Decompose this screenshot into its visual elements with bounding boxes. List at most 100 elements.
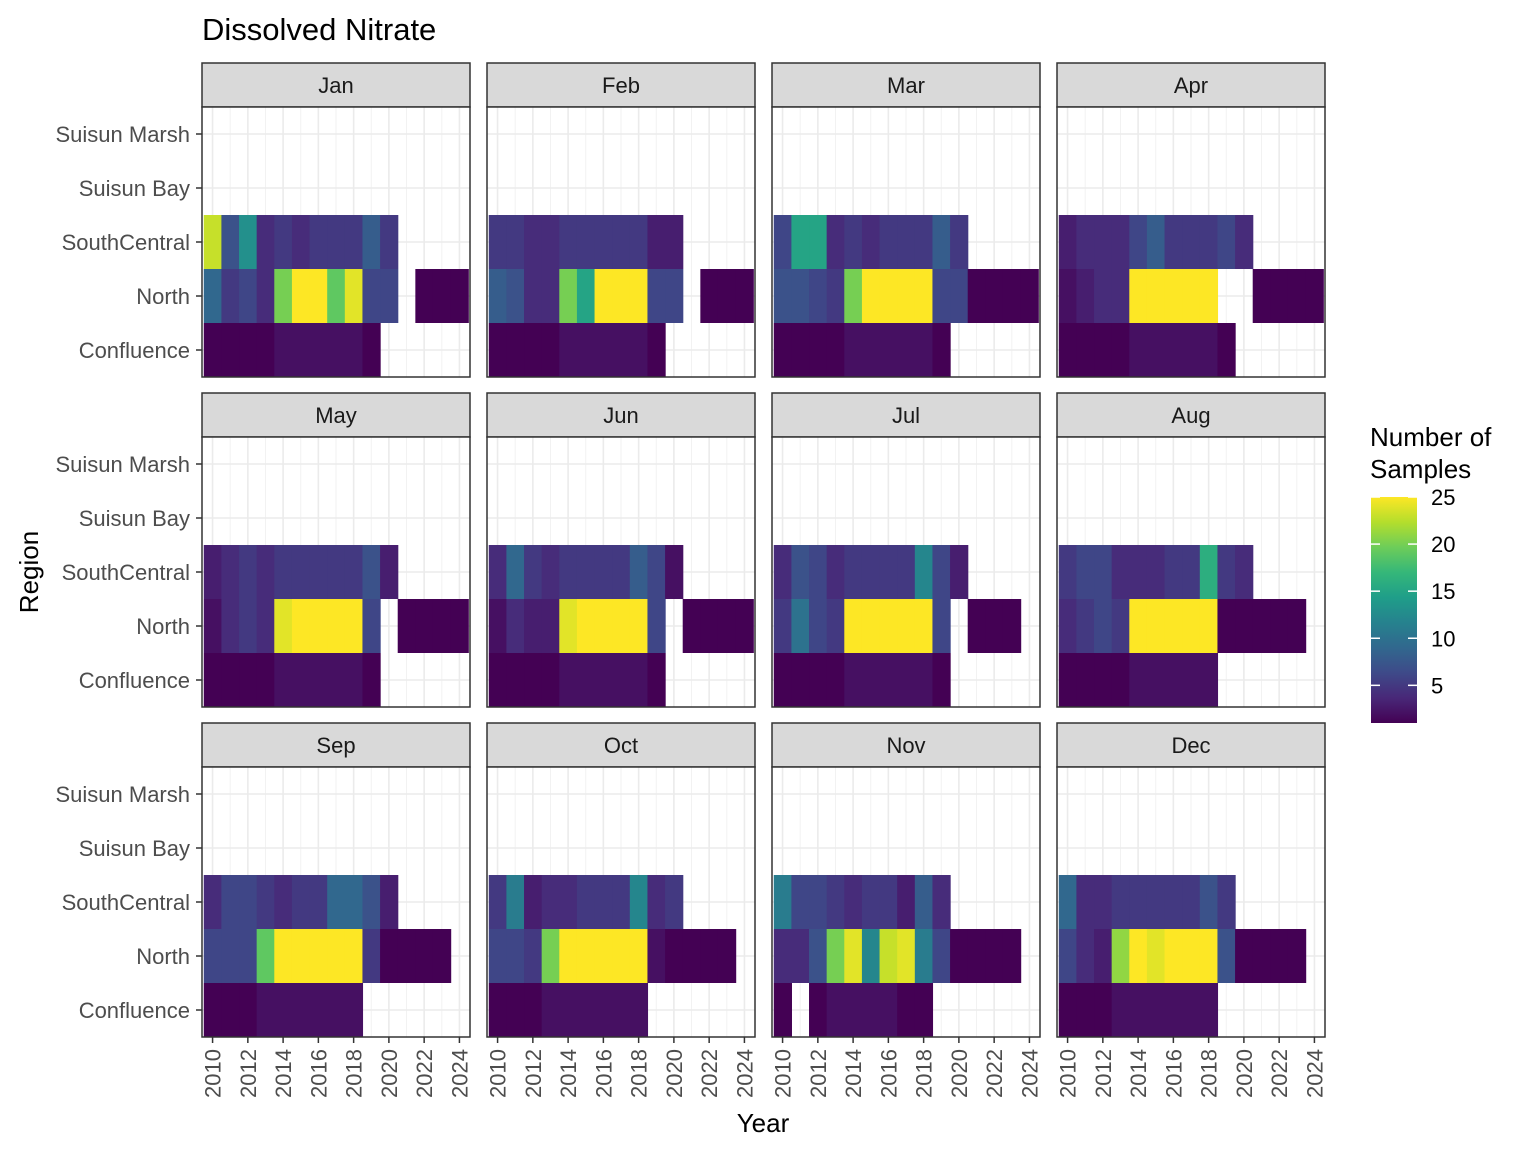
heat-cell [541, 653, 560, 707]
heat-cell [879, 653, 898, 707]
heat-cell [861, 929, 881, 983]
heat-cell [1270, 269, 1289, 323]
heat-cell [717, 599, 737, 653]
legend: Number of Samples 5 10 15 20 25 [1370, 422, 1492, 723]
facet-panel-jan: Jan Suisun Marsh Suisun Bay SouthCentral Nor… [55, 62, 471, 378]
heat-cell [826, 599, 845, 653]
heat-cell [1094, 215, 1113, 269]
heat-cell [488, 215, 507, 269]
heat-cell [524, 215, 543, 269]
facet-strip [486, 392, 756, 438]
heat-cell [861, 653, 881, 707]
heat-cell [879, 215, 898, 269]
x-tick-label: 2018 [627, 1049, 652, 1098]
facet-strip [1056, 62, 1326, 108]
heat-cell [1094, 929, 1113, 983]
heat-cell [791, 215, 810, 269]
heat-cell [985, 599, 1004, 653]
heat-cell [826, 983, 845, 1037]
heat-cell [327, 599, 346, 653]
heat-cell [450, 599, 469, 653]
heat-cell [932, 875, 951, 929]
heat-cell [1146, 323, 1166, 377]
heat-cell [1058, 269, 1077, 323]
heat-cell [932, 323, 951, 377]
facet-strip [771, 722, 1041, 768]
heat-cell [1058, 875, 1077, 929]
heat-cell [291, 599, 311, 653]
heat-cell [700, 929, 719, 983]
heat-cell [1182, 983, 1201, 1037]
legend-tick-label: 15 [1431, 579, 1455, 604]
heat-cell [1235, 545, 1254, 599]
y-tick-label: Suisun Bay [79, 506, 190, 531]
heat-cell [203, 653, 222, 707]
heat-cell [1111, 269, 1130, 323]
heat-cell [524, 929, 543, 983]
heat-cell [221, 323, 240, 377]
heat-cell [844, 545, 863, 599]
heat-cell [488, 983, 507, 1037]
heat-cell [647, 875, 666, 929]
x-tick-label: 2020 [377, 1049, 402, 1098]
heat-cell [576, 875, 596, 929]
x-tick-label: 2012 [1091, 1049, 1116, 1098]
heat-cell [826, 545, 845, 599]
heat-cell [362, 875, 381, 929]
legend-title-line-2: Samples [1370, 454, 1471, 484]
heat-cell [897, 545, 916, 599]
x-tick-label: 2022 [697, 1049, 722, 1098]
y-tick-label: North [136, 944, 190, 969]
heat-cell [1076, 653, 1095, 707]
heat-cell [256, 875, 275, 929]
facet-strip [771, 392, 1041, 438]
heat-cell [415, 599, 434, 653]
y-tick-label: SouthCentral [62, 890, 190, 915]
heat-cell [239, 983, 258, 1037]
heat-cell [541, 875, 560, 929]
heat-cell [594, 653, 613, 707]
heat-cell [826, 929, 845, 983]
heat-cell [1235, 215, 1254, 269]
heat-cell [809, 323, 828, 377]
heat-cell [861, 215, 881, 269]
heat-cell [861, 323, 881, 377]
heat-cell [344, 653, 364, 707]
facet-label: Apr [1174, 73, 1208, 98]
heat-cell [809, 929, 828, 983]
heat-cell [1146, 269, 1166, 323]
heat-cell [256, 929, 275, 983]
heat-cell [274, 269, 293, 323]
heat-cell [1182, 599, 1201, 653]
heat-cell [1094, 269, 1113, 323]
facet-panel-mar: Mar [771, 62, 1041, 378]
heat-cell [203, 323, 222, 377]
heat-cell [879, 875, 898, 929]
panel-border [1056, 766, 1326, 1038]
heat-cell [629, 875, 649, 929]
heat-cell [239, 929, 258, 983]
heat-cell [344, 269, 364, 323]
heat-cell [576, 929, 596, 983]
y-tick-label: Confluence [79, 338, 190, 363]
heat-cell [291, 653, 311, 707]
heat-cell [773, 545, 792, 599]
heat-cell [826, 323, 845, 377]
heat-cell [844, 599, 863, 653]
heat-cell [559, 269, 578, 323]
heat-cell [203, 983, 222, 1037]
heat-cell [506, 599, 525, 653]
facet-label: Dec [1171, 733, 1210, 758]
heat-cell [506, 929, 525, 983]
heat-cell [1146, 653, 1166, 707]
heat-cell [221, 653, 240, 707]
heat-cell [309, 545, 328, 599]
heat-cell [344, 983, 364, 1037]
facet-label: Oct [604, 733, 638, 758]
heat-cell [291, 269, 311, 323]
heat-cell [773, 983, 792, 1037]
heat-cell [506, 653, 525, 707]
heat-cell [239, 269, 258, 323]
heat-cell [256, 599, 275, 653]
heat-cell [239, 545, 258, 599]
